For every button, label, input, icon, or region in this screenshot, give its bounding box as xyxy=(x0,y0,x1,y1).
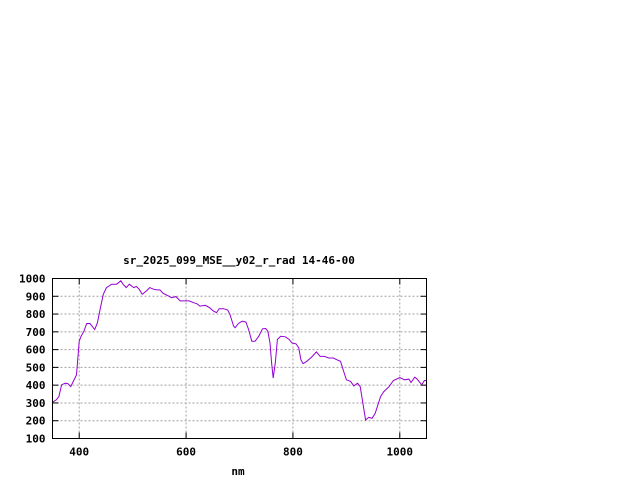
y-tick-label: 500 xyxy=(26,361,46,374)
y-tick-label: 300 xyxy=(26,397,46,410)
y-tick-label: 700 xyxy=(26,326,46,339)
y-tick-label: 400 xyxy=(26,379,46,392)
y-axis: 100 200 300 400 500 600 700 800 900 1000 xyxy=(19,273,427,446)
x-axis: 400 600 800 1000 xyxy=(69,278,414,459)
grid xyxy=(52,278,427,439)
x-tick-label: 400 xyxy=(69,446,89,459)
y-tick-label: 100 xyxy=(26,433,46,446)
y-tick-label: 800 xyxy=(26,308,46,321)
y-tick-label: 600 xyxy=(26,344,46,357)
chart-title: sr_2025_099_MSE__y02_r_rad 14-46-00 xyxy=(123,254,355,267)
x-axis-label: nm xyxy=(231,465,245,478)
series-line xyxy=(52,280,427,421)
x-tick-label: 1000 xyxy=(387,446,414,459)
x-tick-label: 800 xyxy=(283,446,303,459)
y-tick-label: 1000 xyxy=(19,273,46,286)
x-tick-label: 600 xyxy=(176,446,196,459)
plot-border xyxy=(52,278,427,439)
y-tick-label: 200 xyxy=(26,415,46,428)
y-tick-label: 900 xyxy=(26,290,46,303)
